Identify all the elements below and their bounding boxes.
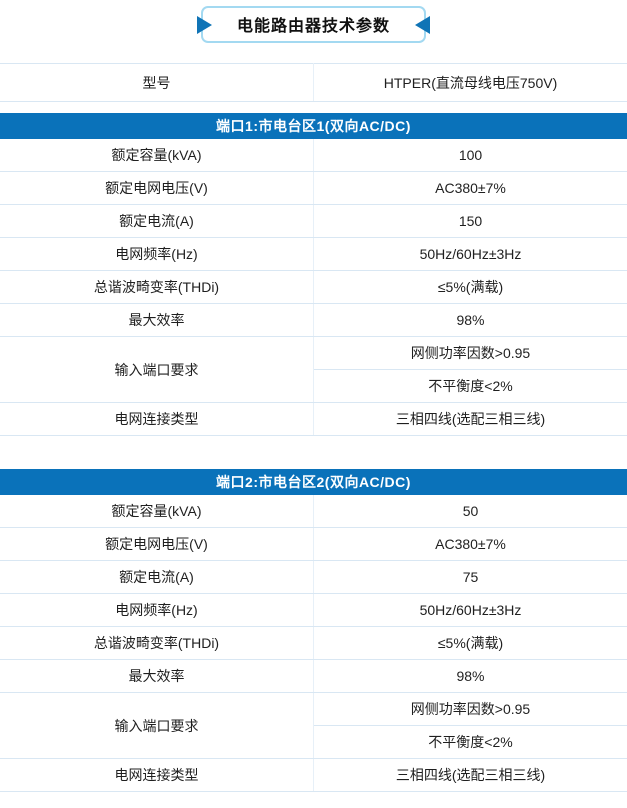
- param-value: 不平衡度<2%: [314, 726, 627, 759]
- param-value: HTPER(直流母线电压750V): [314, 64, 627, 102]
- spec-row: 额定电网电压(V) AC380±7%: [0, 528, 627, 561]
- spec-table: 额定容量(kVA) 100 额定电网电压(V) AC380±7% 额定电流(A)…: [0, 139, 627, 436]
- param-label: 额定电网电压(V): [0, 172, 314, 205]
- param-value: 网侧功率因数>0.95: [314, 337, 627, 370]
- spec-row: 最大效率 98%: [0, 304, 627, 337]
- param-label: 电网频率(Hz): [0, 238, 314, 271]
- section-header: 端口1:市电台区1(双向AC/DC): [0, 113, 627, 139]
- param-label: 最大效率: [0, 304, 314, 337]
- section-port1: 端口1:市电台区1(双向AC/DC) 额定容量(kVA) 100 额定电网电压(…: [0, 113, 627, 436]
- param-label: 额定电流(A): [0, 561, 314, 594]
- param-label: 输入端口要求: [0, 337, 314, 403]
- arrow-right-icon: [197, 16, 212, 34]
- spec-row: 额定电流(A) 75: [0, 561, 627, 594]
- param-label: 最大效率: [0, 660, 314, 693]
- section-title: 端口2:市电台区2(双向AC/DC): [216, 474, 411, 490]
- param-label: 电网连接类型: [0, 403, 314, 436]
- title-bar: 电能路由器技术参数: [0, 6, 627, 43]
- param-value: ≤5%(满载): [314, 627, 627, 660]
- param-label: 总谐波畸变率(THDi): [0, 271, 314, 304]
- page-title: 电能路由器技术参数: [237, 18, 390, 35]
- param-value: 50Hz/60Hz±3Hz: [314, 594, 627, 627]
- section-port2: 端口2:市电台区2(双向AC/DC) 额定容量(kVA) 50 额定电网电压(V…: [0, 469, 627, 792]
- param-value: 50: [314, 495, 627, 528]
- spec-row: 额定容量(kVA) 50: [0, 495, 627, 528]
- param-value: 75: [314, 561, 627, 594]
- spec-table: 额定容量(kVA) 50 额定电网电压(V) AC380±7% 额定电流(A) …: [0, 495, 627, 792]
- param-label: 电网连接类型: [0, 759, 314, 792]
- model-table: 型号 HTPER(直流母线电压750V): [0, 63, 627, 102]
- param-label: 额定容量(kVA): [0, 495, 314, 528]
- param-value: AC380±7%: [314, 528, 627, 561]
- spec-row: 额定电流(A) 150: [0, 205, 627, 238]
- param-value: AC380±7%: [314, 172, 627, 205]
- spec-row: 输入端口要求 网侧功率因数>0.95: [0, 337, 627, 370]
- param-value: 150: [314, 205, 627, 238]
- param-value: 98%: [314, 660, 627, 693]
- spec-row: 输入端口要求 网侧功率因数>0.95: [0, 693, 627, 726]
- spec-row: 电网连接类型 三相四线(选配三相三线): [0, 759, 627, 792]
- title-badge: 电能路由器技术参数: [201, 6, 426, 43]
- arrow-left-icon: [415, 16, 430, 34]
- param-value: 三相四线(选配三相三线): [314, 759, 627, 792]
- param-value: 98%: [314, 304, 627, 337]
- section-title: 端口1:市电台区1(双向AC/DC): [216, 118, 411, 134]
- param-label: 额定电流(A): [0, 205, 314, 238]
- param-value: 不平衡度<2%: [314, 370, 627, 403]
- param-label: 电网频率(Hz): [0, 594, 314, 627]
- param-label: 输入端口要求: [0, 693, 314, 759]
- spec-row: 额定容量(kVA) 100: [0, 139, 627, 172]
- param-value: 100: [314, 139, 627, 172]
- param-value: 50Hz/60Hz±3Hz: [314, 238, 627, 271]
- spec-row: 最大效率 98%: [0, 660, 627, 693]
- param-value: 网侧功率因数>0.95: [314, 693, 627, 726]
- param-label: 额定电网电压(V): [0, 528, 314, 561]
- spec-row: 总谐波畸变率(THDi) ≤5%(满载): [0, 627, 627, 660]
- spec-row: 总谐波畸变率(THDi) ≤5%(满载): [0, 271, 627, 304]
- spec-row: 额定电网电压(V) AC380±7%: [0, 172, 627, 205]
- spec-row: 电网频率(Hz) 50Hz/60Hz±3Hz: [0, 238, 627, 271]
- spec-row: 电网连接类型 三相四线(选配三相三线): [0, 403, 627, 436]
- param-label: 额定容量(kVA): [0, 139, 314, 172]
- spec-row: 电网频率(Hz) 50Hz/60Hz±3Hz: [0, 594, 627, 627]
- spec-row: 型号 HTPER(直流母线电压750V): [0, 64, 627, 102]
- param-value: ≤5%(满载): [314, 271, 627, 304]
- param-label: 总谐波畸变率(THDi): [0, 627, 314, 660]
- param-value: 三相四线(选配三相三线): [314, 403, 627, 436]
- section-header: 端口2:市电台区2(双向AC/DC): [0, 469, 627, 495]
- param-label: 型号: [0, 64, 314, 102]
